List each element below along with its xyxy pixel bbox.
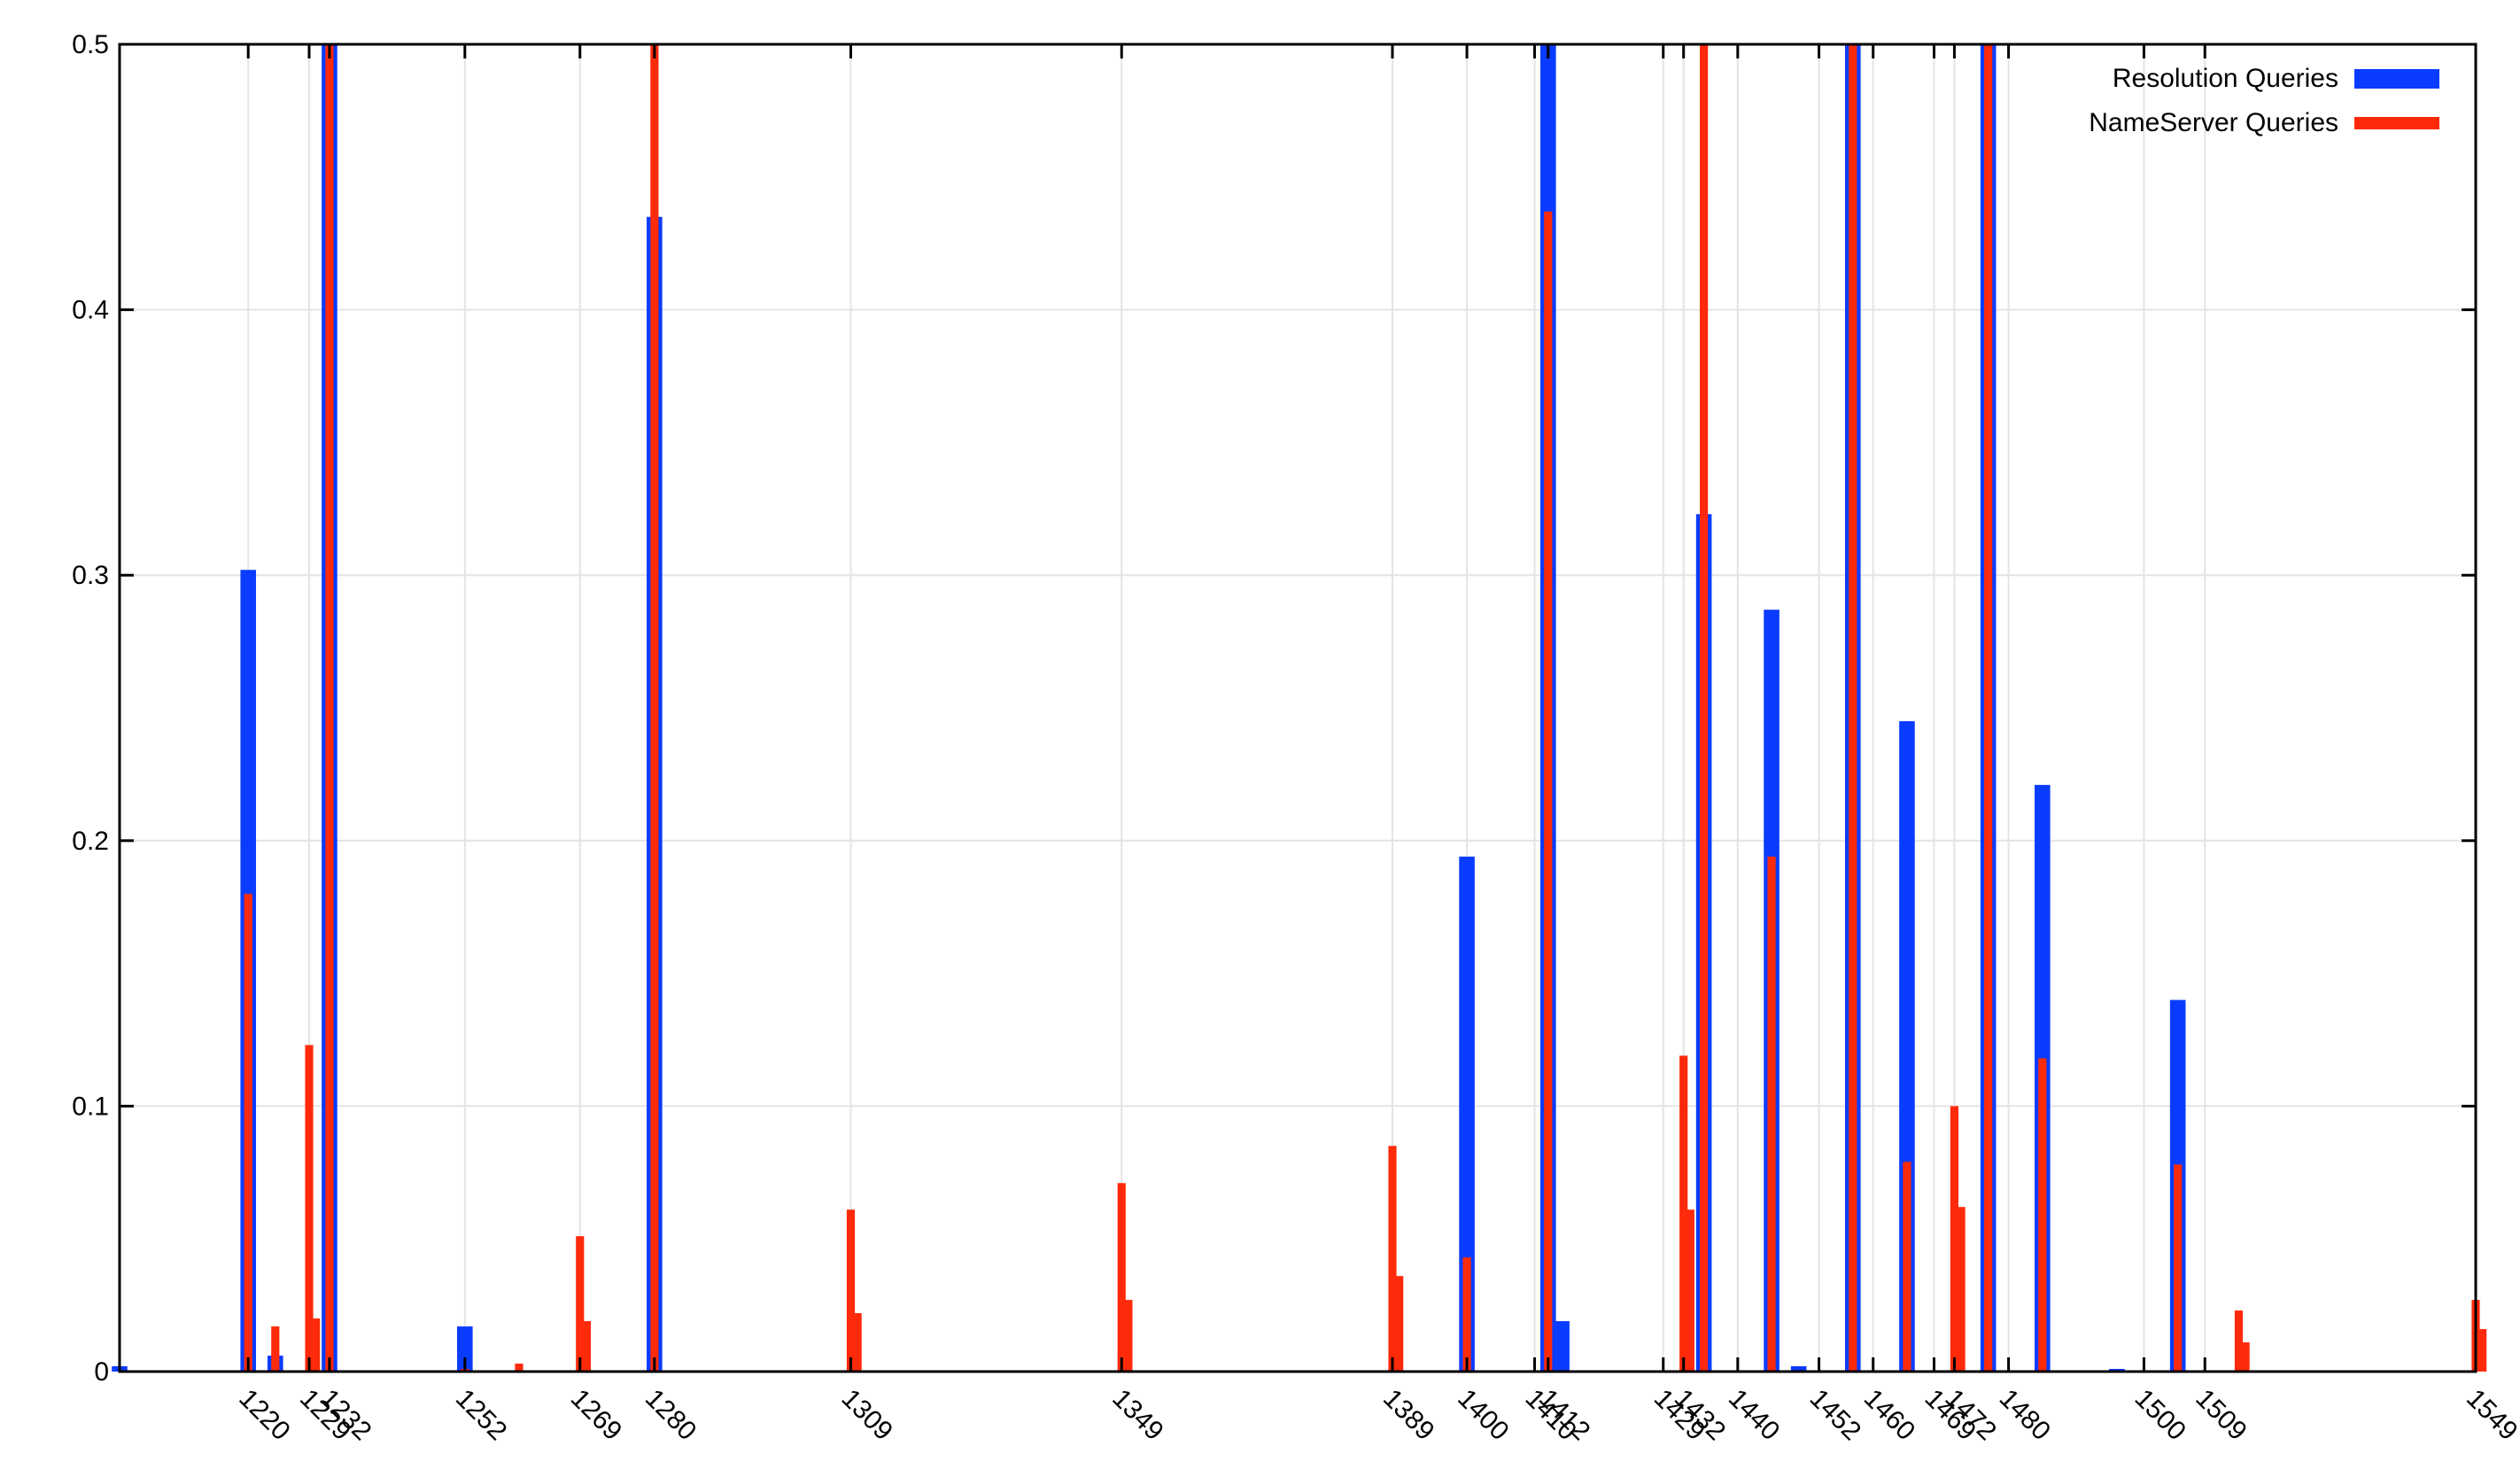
x-tick-label: 1389	[1377, 1384, 1440, 1447]
nameserver-bar	[2038, 1058, 2047, 1372]
axis-ticks	[120, 43, 2477, 1373]
x-tick-label: 1500	[2129, 1384, 2192, 1447]
nameserver-bar	[1117, 1183, 1126, 1372]
nameserver-bar	[853, 1313, 862, 1372]
nameserver-bar	[1984, 44, 1993, 1372]
nameserver-bar	[576, 1236, 585, 1372]
y-tick-label: 0.4	[72, 296, 109, 325]
legend-label-nameserver: NameServer Queries	[2089, 108, 2338, 137]
y-tick-label: 0.3	[72, 561, 109, 590]
nameserver-bar	[1462, 1257, 1471, 1372]
nameserver-bar	[1686, 1209, 1694, 1372]
nameserver-bar	[1388, 1146, 1397, 1372]
plot-frame	[118, 43, 2477, 1373]
x-tick-label: 1349	[1106, 1384, 1169, 1447]
x-tick-label: 1460	[1858, 1384, 1921, 1447]
nameserver-bar	[2478, 1329, 2487, 1372]
nameserver-bar	[582, 1321, 591, 1372]
nameserver-bar	[1544, 211, 1553, 1372]
nameserver-bar	[1679, 1055, 1688, 1372]
nameserver-bars	[244, 44, 2487, 1372]
legend: Resolution Queries NameServer Queries	[2089, 64, 2439, 137]
nameserver-bar	[1767, 856, 1776, 1372]
x-tick-label: 1280	[640, 1384, 702, 1447]
nameserver-bar	[1903, 1162, 1911, 1372]
x-tick-label: 1309	[836, 1384, 899, 1447]
legend-label-resolution: Resolution Queries	[2113, 64, 2338, 93]
x-tick-label: 1440	[1723, 1384, 1786, 1447]
x-tick-label: 1480	[1994, 1384, 2057, 1447]
nameserver-bar	[325, 44, 334, 1372]
nameserver-bar	[312, 1318, 321, 1372]
x-tick-label: 1252	[450, 1384, 513, 1447]
nameserver-bar	[1849, 44, 1857, 1372]
nameserver-bar	[515, 1364, 523, 1372]
nameserver-bar	[2174, 1164, 2183, 1372]
x-tick-label: 1509	[2190, 1384, 2252, 1447]
nameserver-bar	[271, 1326, 280, 1372]
nameserver-bar	[1957, 1207, 1966, 1372]
y-tick-labels: 0 0.1 0.2 0.3 0.4 0.5	[72, 30, 109, 1387]
nameserver-bar	[2241, 1342, 2250, 1372]
nameserver-bar	[244, 893, 252, 1372]
x-tick-label: 1269	[565, 1384, 628, 1447]
nameserver-bar	[1395, 1276, 1404, 1372]
y-tick-label: 0.5	[72, 30, 109, 59]
legend-swatch-resolution	[2354, 69, 2439, 89]
grid-lines	[120, 43, 2477, 1372]
resolution-bars	[112, 44, 2186, 1372]
y-tick-label: 0.2	[72, 827, 109, 856]
x-tick-label: 1452	[1804, 1384, 1867, 1447]
nameserver-bar	[305, 1045, 314, 1372]
resolution-bar	[457, 1326, 473, 1372]
nameserver-bar	[1124, 1300, 1133, 1372]
resolution-bar	[1790, 1366, 1807, 1372]
resolution-bar	[1554, 1321, 1570, 1372]
resolution-bar	[1459, 856, 1475, 1372]
x-tick-label: 1549	[2461, 1384, 2520, 1447]
x-tick-label: 1220	[233, 1384, 296, 1447]
legend-swatch-nameserver	[2354, 117, 2439, 129]
nameserver-bar	[846, 1209, 856, 1372]
nameserver-bar	[1700, 44, 1709, 1372]
nameserver-bar	[2234, 1310, 2244, 1372]
y-tick-label: 0	[94, 1357, 109, 1387]
nameserver-bar	[650, 44, 659, 1372]
y-tick-label: 0.1	[72, 1092, 109, 1121]
nameserver-bar	[1950, 1106, 1959, 1372]
x-tick-label: 1400	[1452, 1384, 1515, 1447]
